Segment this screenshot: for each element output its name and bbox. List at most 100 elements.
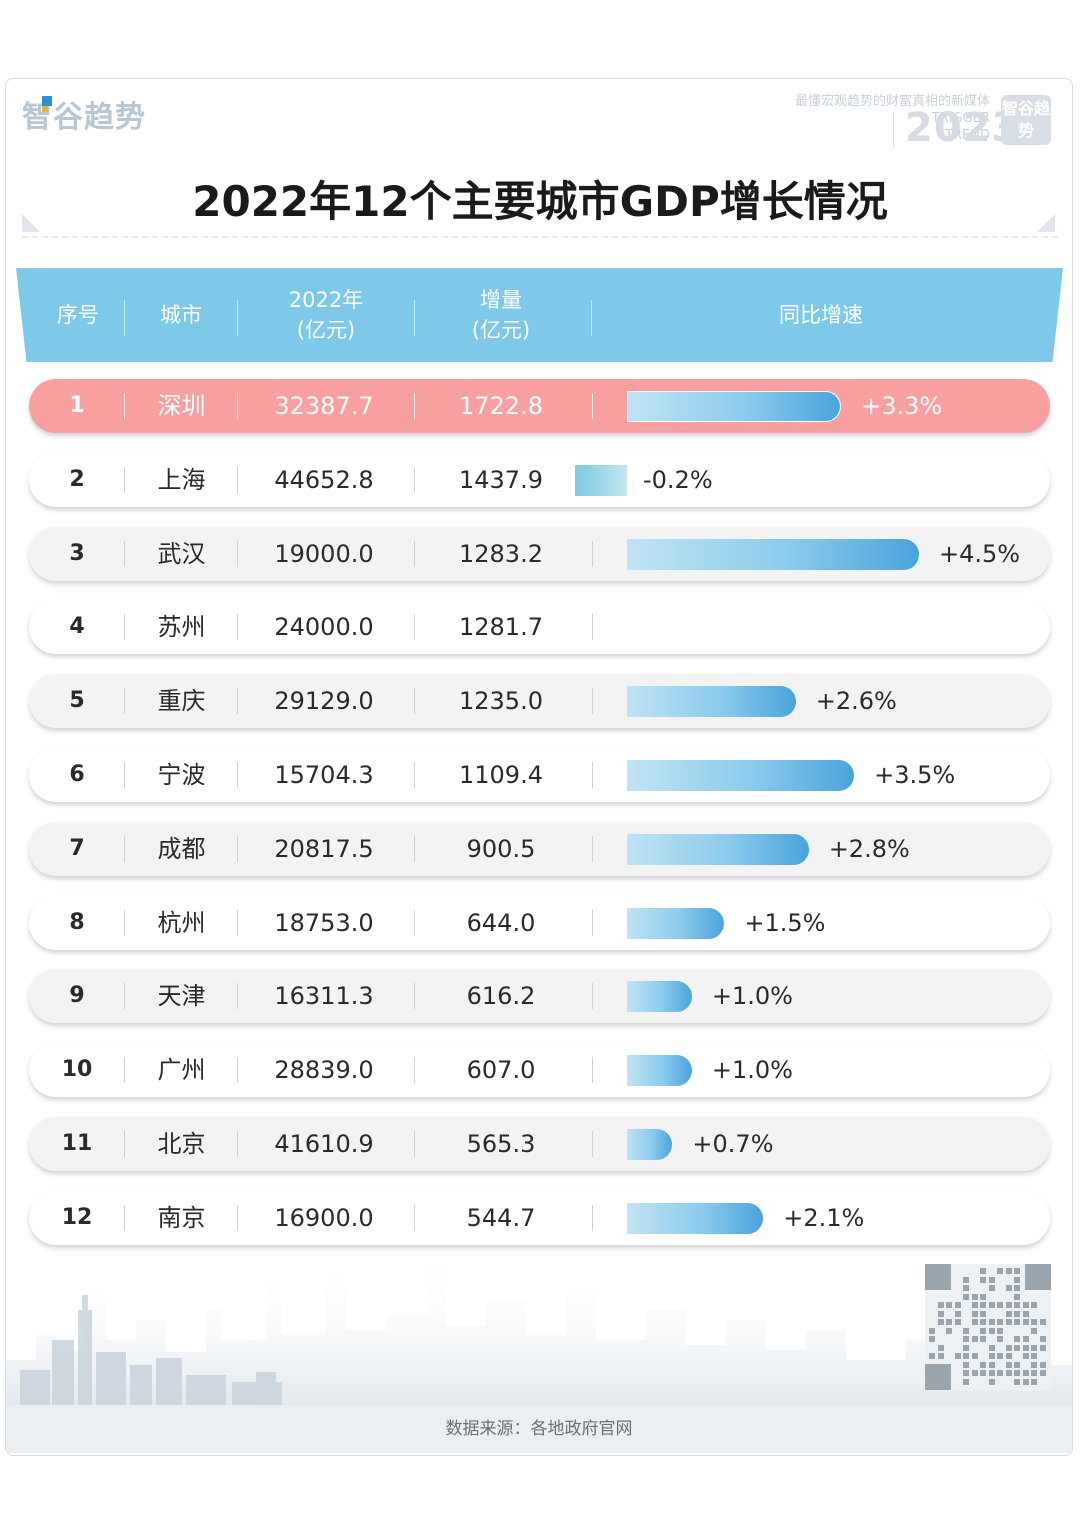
qr-module [971, 1310, 978, 1317]
qr-module [1005, 1361, 1012, 1368]
brand-logo: 智谷趋势 [22, 100, 146, 135]
qr-module [1022, 1344, 1029, 1351]
cell-gdp: 28839.0 [274, 1056, 374, 1085]
qr-finder-icon [1025, 1264, 1051, 1290]
qr-module [1039, 1336, 1046, 1342]
qr-module [997, 1336, 1003, 1342]
column-separator [592, 540, 593, 567]
header-rank: 序号 [57, 303, 99, 327]
column-separator [237, 909, 238, 936]
cell-city: 重庆 [157, 687, 206, 716]
column-separator [592, 835, 593, 862]
table-row: 10 广州 28839.0 607.0 +1.0% [29, 1043, 1050, 1098]
column-separator [124, 466, 125, 493]
qr-module [1031, 1319, 1037, 1325]
growth-bar [627, 833, 809, 865]
cell-increase: 1109.4 [459, 761, 543, 789]
cell-increase: 544.7 [466, 1203, 536, 1232]
growth-bar [627, 1055, 692, 1087]
cell-gdp: 19000.0 [274, 539, 374, 568]
cell-rank: 11 [61, 1131, 93, 1156]
growth-bar [627, 686, 796, 718]
column-separator [124, 688, 125, 715]
column-separator [237, 983, 238, 1010]
qr-module [980, 1268, 986, 1274]
column-separator [237, 688, 238, 715]
qr-module [980, 1276, 986, 1283]
cell-gdp: 16311.3 [274, 982, 374, 1011]
qr-module [980, 1310, 986, 1317]
growth-bar [627, 538, 919, 570]
column-separator [124, 762, 125, 788]
cell-rank: 7 [69, 835, 85, 861]
qr-module [1005, 1285, 1012, 1291]
cell-increase: 1722.8 [459, 392, 543, 420]
qr-module [963, 1353, 969, 1359]
column-separator [592, 983, 593, 1010]
qr-module [937, 1302, 944, 1308]
column-separator [592, 688, 593, 715]
qr-module [929, 1327, 935, 1334]
qr-module [1031, 1370, 1037, 1376]
qr-module [1014, 1276, 1020, 1283]
qr-module [1022, 1319, 1029, 1325]
growth-bar [627, 760, 855, 791]
cell-city: 天津 [157, 982, 206, 1011]
column-separator [592, 614, 593, 641]
cell-city: 苏州 [157, 613, 206, 642]
cell-increase: 1281.7 [459, 613, 543, 642]
cell-rank: 8 [69, 909, 85, 935]
qr-module [1014, 1268, 1020, 1274]
header-gdp-line2: (亿元) [296, 318, 356, 342]
column-separator [124, 1057, 125, 1084]
cell-city: 深圳 [157, 392, 206, 420]
growth-label: +2.8% [828, 834, 910, 863]
qr-module [1014, 1378, 1020, 1385]
cell-rank: 5 [69, 688, 85, 714]
qr-module [937, 1353, 944, 1359]
qr-module [963, 1344, 969, 1351]
growth-label: +1.0% [711, 1056, 793, 1085]
header-city: 城市 [160, 303, 202, 327]
cell-city: 武汉 [157, 539, 206, 568]
cell-increase: 1235.0 [459, 687, 543, 716]
column-separator [237, 466, 238, 493]
column-separator [124, 983, 125, 1010]
qr-module [946, 1319, 952, 1325]
qr-module [1014, 1344, 1020, 1351]
growth-label: +3.5% [874, 761, 956, 789]
corner-triangle-right [1037, 214, 1055, 232]
header-growth: 同比增速 [779, 303, 863, 327]
qr-module [1031, 1344, 1037, 1351]
qr-module [1039, 1370, 1046, 1376]
qr-module [988, 1319, 995, 1325]
qr-module [1022, 1353, 1029, 1359]
qr-finder-icon [925, 1364, 951, 1390]
header-separator [591, 300, 592, 336]
qr-module [1005, 1344, 1012, 1351]
cell-city: 成都 [157, 834, 206, 863]
qr-module [1022, 1310, 1029, 1317]
column-separator [414, 393, 415, 419]
column-separator [237, 835, 238, 862]
column-separator [592, 909, 593, 936]
cell-city: 北京 [157, 1130, 206, 1158]
cell-rank: 4 [69, 614, 85, 640]
qr-module [971, 1336, 978, 1342]
slogan-trend: TREND [945, 128, 990, 143]
table-row: 7 成都 20817.5 900.5 +2.8% [29, 821, 1050, 876]
qr-module [1014, 1319, 1020, 1325]
qr-module [1005, 1353, 1012, 1359]
column-separator [237, 393, 238, 419]
header-inc-line2: (亿元) [471, 318, 531, 342]
qr-module [1039, 1344, 1046, 1351]
table-row: 11 北京 41610.9 565.3 +0.7% [29, 1117, 1050, 1171]
cell-increase: 565.3 [466, 1130, 536, 1158]
qr-module [988, 1327, 995, 1334]
column-separator [124, 393, 125, 419]
growth-label: -0.2% [643, 465, 713, 494]
qr-module [954, 1353, 961, 1359]
qr-module [1014, 1310, 1020, 1317]
cell-gdp: 16900.0 [274, 1203, 374, 1232]
column-separator [237, 762, 238, 788]
